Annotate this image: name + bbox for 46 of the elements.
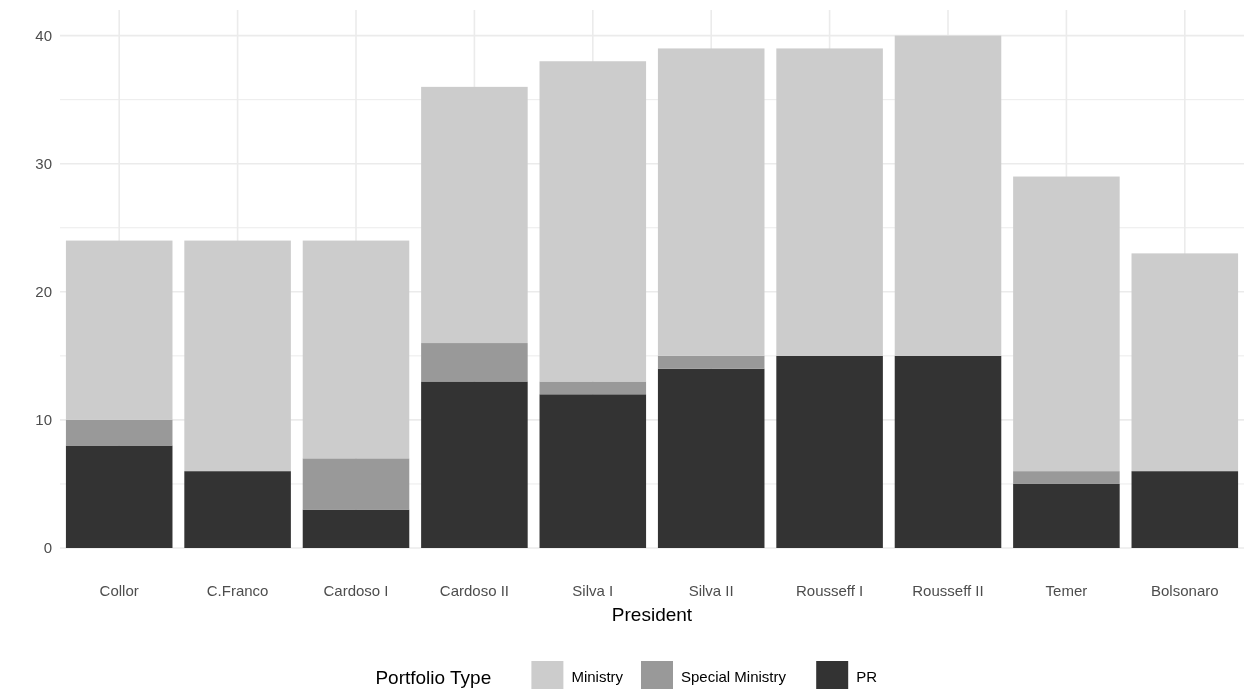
x-tick-label: C.Franco [206,582,269,599]
x-tick-label: Rousseff II [912,582,984,599]
bar [65,240,173,420]
y-tick-label: 0 [43,539,52,557]
y-tick-label: 30 [35,154,52,172]
bar [421,381,528,548]
bar [65,419,173,446]
bar [776,355,883,548]
bar [539,381,647,395]
bar [539,394,647,548]
bar [1131,253,1239,472]
x-tick-label: Collor [99,582,139,599]
x-axis-title: President [611,604,693,625]
legend-label: Special Ministry [681,668,787,686]
bar [421,343,528,382]
x-tick-label: Cardoso II [439,582,509,599]
bar [1131,471,1239,548]
legend-title: Portfolio Type [375,666,492,688]
bar [421,86,528,344]
bar [184,471,291,548]
bar [1013,471,1120,484]
bar [657,355,765,369]
legend-label: PR [856,668,878,686]
y-tick-label: 20 [35,283,52,301]
bar [302,458,410,510]
bar [1013,483,1120,548]
bar [302,240,410,459]
x-tick-label: Silva II [688,582,734,599]
x-tick-label: Rousseff I [795,582,864,599]
bar [65,445,173,548]
bar [302,509,410,548]
x-tick-label: Cardoso I [323,582,389,599]
legend-label: Ministry [571,668,624,686]
y-tick-label: 10 [35,411,52,429]
bar [1013,176,1120,472]
bar [657,48,765,356]
x-tick-label: Temer [1045,582,1088,599]
bar [894,355,1002,548]
bar [894,35,1002,356]
bar [539,61,647,382]
x-tick-label: Bolsonaro [1151,582,1219,599]
y-tick-label: 40 [35,26,52,44]
bar [776,48,883,356]
bar [657,368,765,548]
x-tick-label: Silva I [572,582,614,599]
bar [184,240,291,472]
